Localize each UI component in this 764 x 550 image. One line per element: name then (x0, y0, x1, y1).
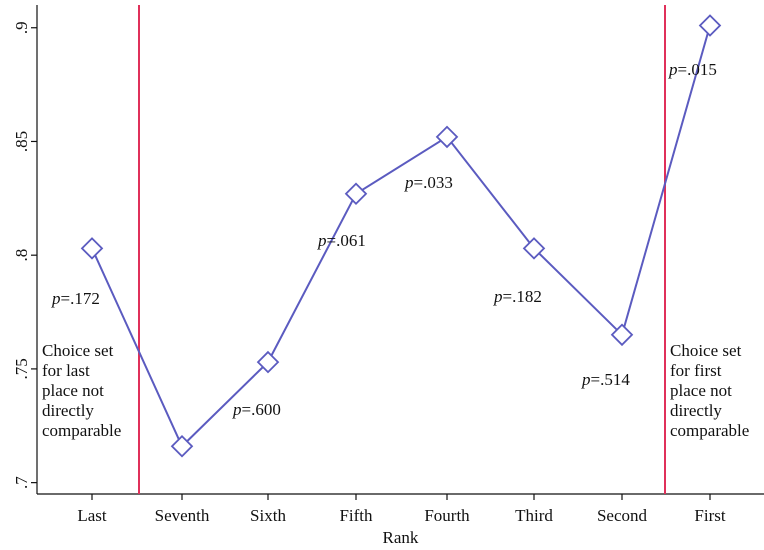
p-value-label: p=.182 (493, 287, 542, 306)
p-value-label: p=.514 (581, 370, 630, 389)
x-tick-label: Seventh (155, 506, 210, 525)
annotations: Choice set for last place not directly compa… (42, 341, 749, 440)
p-value-labels: p=.172 p=.600 p=.061 p=.033 p=.182 p=.514 p=.0… (51, 60, 717, 419)
x-tick-label: Third (515, 506, 553, 525)
x-axis-title: Rank (383, 528, 419, 547)
series (80, 14, 722, 458)
data-point (256, 350, 280, 374)
y-axis: .7 .75 .8 .85 .9 (12, 21, 37, 489)
series-line (91, 25, 711, 448)
data-point (698, 14, 722, 37)
x-tick-label: Last (77, 506, 107, 525)
data-point (522, 237, 546, 260)
y-tick-label: .75 (12, 358, 31, 379)
p-value-label: p=.600 (232, 400, 281, 419)
y-tick-label: .7 (12, 476, 31, 489)
annotation-left: Choice set for last place not directly compa… (42, 341, 121, 440)
p-value-label: p=.061 (317, 231, 366, 250)
data-point (80, 237, 104, 260)
x-tick-label: Fifth (339, 506, 373, 525)
data-point (344, 182, 368, 206)
annotation-right: Choice set for first place not directly comp… (670, 341, 749, 440)
x-tick-label: Fourth (424, 506, 470, 525)
reference-lines (138, 5, 666, 494)
y-tick-label: .8 (12, 249, 31, 262)
y-tick-label: .85 (12, 131, 31, 152)
data-point (170, 434, 194, 458)
data-point (435, 125, 459, 149)
x-tick-label: First (694, 506, 725, 525)
plot-frame (36, 5, 764, 495)
data-point (610, 323, 634, 347)
y-tick-label: .9 (12, 21, 31, 34)
x-axis: Last Seventh Sixth Fifth Fourth Third Second Fi… (77, 494, 726, 525)
x-tick-label: Sixth (250, 506, 286, 525)
p-value-label: p=.015 (668, 60, 717, 79)
x-tick-label: Second (597, 506, 648, 525)
p-value-label: p=.172 (51, 289, 100, 308)
p-value-label: p=.033 (404, 173, 453, 192)
